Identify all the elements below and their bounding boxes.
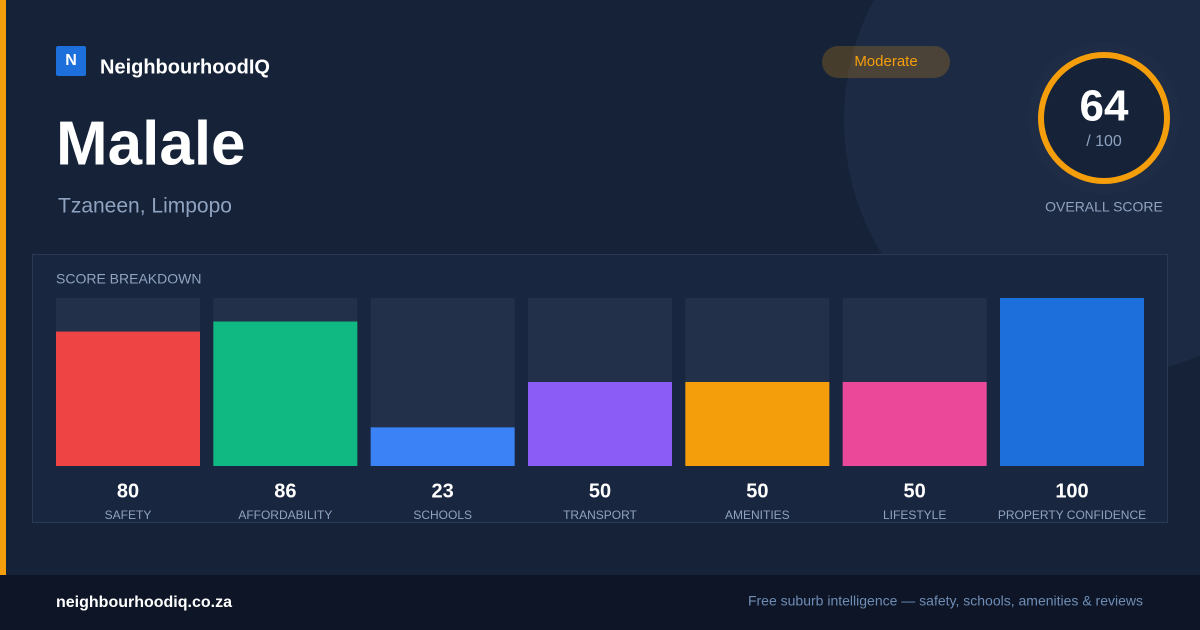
accent-stripe	[0, 0, 6, 575]
bar-value: 100	[1055, 480, 1088, 502]
bar-value: 50	[746, 480, 768, 502]
subtitle: Tzaneen, Limpopo	[58, 195, 232, 218]
brand: NeighbourhoodIQ	[100, 56, 270, 78]
bar	[370, 427, 515, 466]
bar-value: 86	[274, 480, 296, 502]
bar	[528, 382, 672, 466]
bar	[1000, 298, 1144, 466]
rating-badge	[822, 46, 950, 78]
bar-label: SAFETY	[105, 508, 152, 522]
bar	[213, 321, 358, 466]
bar	[685, 382, 830, 466]
logo-letter: N	[65, 52, 77, 69]
logo	[56, 46, 86, 76]
footer	[0, 575, 1200, 630]
score-value: 64	[1080, 82, 1129, 131]
bar-label: AMENITIES	[725, 508, 790, 522]
bar-label: TRANSPORT	[563, 508, 637, 522]
bar-label: SCHOOLS	[413, 508, 472, 522]
title: Malale	[56, 109, 246, 178]
bar-value: 50	[589, 480, 611, 502]
bar-value: 80	[117, 480, 139, 502]
bar-label: AFFORDABILITY	[238, 508, 332, 522]
score-ring	[1038, 52, 1170, 184]
breakdown-title: SCORE BREAKDOWN	[56, 271, 201, 287]
rating-text: Moderate	[854, 53, 917, 70]
bar-value: 50	[904, 480, 926, 502]
footer-tagline: Free suburb intelligence — safety, schoo…	[748, 593, 1143, 609]
score-label: OVERALL SCORE	[1045, 199, 1163, 215]
bar-label: LIFESTYLE	[883, 508, 946, 522]
footer-site: neighbourhoodiq.co.za	[56, 594, 232, 611]
bar	[842, 382, 987, 466]
score-max: / 100	[1086, 133, 1122, 150]
bar-value: 23	[432, 480, 454, 502]
bar-label: PROPERTY CONFIDENCE	[998, 508, 1146, 522]
bar	[56, 331, 200, 466]
